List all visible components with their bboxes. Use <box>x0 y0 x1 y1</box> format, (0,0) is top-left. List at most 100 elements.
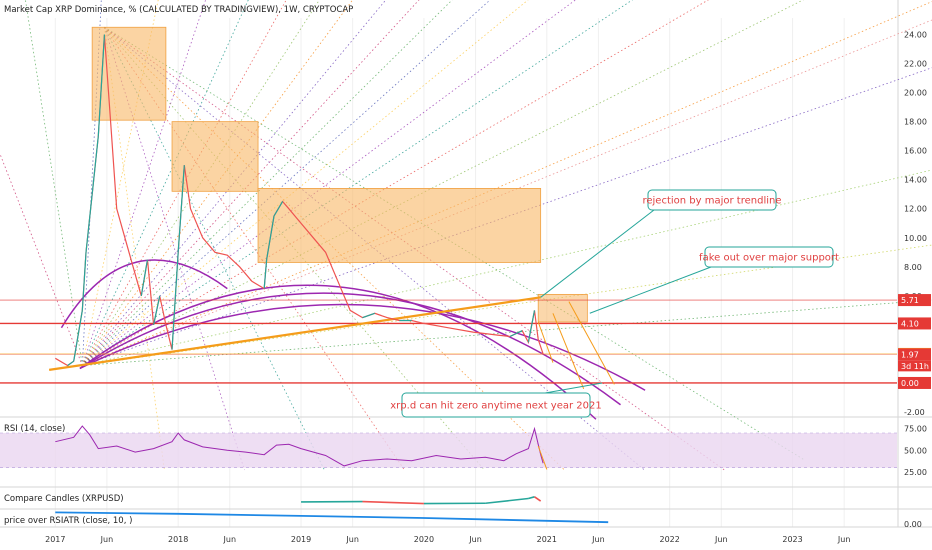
fan-line <box>104 26 805 461</box>
time-tick-label: Jun <box>468 535 482 544</box>
price-tick-label: 10.00 <box>904 234 927 243</box>
fan-line <box>82 169 932 366</box>
price-tick-label: 20.00 <box>904 89 927 98</box>
gann-box <box>171 121 259 192</box>
price-level-tag-label: 5.71 <box>901 296 919 305</box>
arc <box>60 259 228 329</box>
time-tick-label: Jun <box>223 535 237 544</box>
fan-line <box>82 0 709 366</box>
gann-box <box>537 293 588 323</box>
fan-line <box>82 19 932 366</box>
arc <box>79 303 646 391</box>
time-tick-label: 2018 <box>168 535 188 544</box>
price-tick-label: 8.00 <box>904 263 922 272</box>
price-segment-up <box>67 360 75 367</box>
callout-fakeout-pointer <box>589 266 712 314</box>
callout-fakeout-box <box>704 246 834 268</box>
arc <box>79 284 597 420</box>
time-tick-label: 2019 <box>291 535 311 544</box>
rsi-tick-label: 75.00 <box>904 425 927 434</box>
price-segment-up <box>171 252 179 350</box>
compare-pane: Compare Candles (XRPUSD) <box>4 494 542 505</box>
time-axis[interactable]: 2017 Jun 2018 Jun 2019 Jun 2020 Jun 2021 Jun 2022 J… <box>45 535 850 544</box>
fan-line <box>81 0 249 366</box>
ratio-title: price over RSIATR (close, 10, ) <box>4 516 132 526</box>
rsi-title: RSI (14, close) <box>4 424 65 434</box>
price-level-tag <box>898 294 931 307</box>
fan-line <box>82 244 932 366</box>
time-tick-label: 2023 <box>782 535 802 544</box>
projection-arrow <box>537 321 554 363</box>
time-tick-label: Jun <box>100 535 114 544</box>
arcs <box>60 259 646 420</box>
price-axis[interactable]: 24.00 22.00 20.00 18.00 16.00 14.00 12.00 10.00… <box>898 31 931 417</box>
time-tick-label: 2020 <box>414 535 434 544</box>
fan-line <box>82 0 453 366</box>
major-trendline <box>48 296 541 371</box>
price-segment-up <box>273 201 284 217</box>
price-segment-up <box>362 312 375 319</box>
fan-line <box>104 26 485 471</box>
time-tick-label: 2022 <box>659 535 679 544</box>
price-level-tag-label: 1.97 <box>901 350 919 359</box>
price-level-tag <box>898 376 931 389</box>
compare-title: Compare Candles (XRPUSD) <box>4 494 124 504</box>
callout-rejection-text: rejection by major trendline <box>642 196 781 207</box>
price-segment-up <box>266 215 275 260</box>
rsi-line <box>55 425 544 467</box>
price-tick-label: 12.00 <box>904 205 927 214</box>
price-segment-up <box>177 165 185 253</box>
price-segment-up <box>81 252 87 311</box>
projection-arrow <box>552 313 585 389</box>
price-tick-label: 22.00 <box>904 60 927 69</box>
time-tick-label: 2017 <box>45 535 65 544</box>
compare-segment <box>534 496 542 502</box>
fan-line <box>104 27 165 471</box>
fan-line <box>82 0 420 366</box>
callout-rejection-box <box>647 189 777 211</box>
gann-box <box>91 26 167 121</box>
callout-fakeout-text: fake out over major support <box>699 253 839 264</box>
price-level-tag-label: 4.10 <box>901 319 919 328</box>
fan-line <box>82 0 633 366</box>
price-tick-label: 24.00 <box>904 31 927 40</box>
compare-segment <box>362 500 424 505</box>
ratio-line <box>55 511 609 524</box>
price-tick-label: 18.00 <box>904 118 927 127</box>
fan-line <box>0 152 83 366</box>
price-tick-label: 16.00 <box>904 147 927 156</box>
compare-segment <box>485 497 529 505</box>
horizontal-levels <box>0 299 897 384</box>
time-tick-label: Jun <box>714 535 728 544</box>
price-segment-up <box>153 295 161 326</box>
time-tick-label: Jun <box>345 535 359 544</box>
fan-line <box>82 0 491 366</box>
ratio-tick-label: 0.00 <box>904 520 922 529</box>
trendlines <box>48 296 615 389</box>
price-segment-up <box>91 136 99 195</box>
price-segment-up <box>509 330 523 338</box>
time-tick-label: Jun <box>837 535 851 544</box>
chart-title: Market Cap XRP Dominance, % (CALCULATED … <box>4 5 353 15</box>
price-segment-up <box>140 259 149 296</box>
price-segment-up <box>263 259 268 289</box>
fan-line <box>81 0 102 366</box>
rsi-arrow <box>537 445 548 470</box>
rsi-pane: RSI (14, close) 75.00 50.00 25.00 <box>0 424 927 477</box>
rsi-tick-label: 25.00 <box>904 468 927 477</box>
price-line <box>54 34 544 367</box>
rsi-band <box>0 433 897 468</box>
countdown-label: 3d 11h <box>901 362 929 371</box>
arc <box>79 292 621 406</box>
callout-zero-box <box>401 392 591 418</box>
rsi-tick-label: 50.00 <box>904 446 927 455</box>
price-level-tag-label: 0.00 <box>901 379 919 388</box>
projection-arrow <box>568 301 615 385</box>
price-segment-up <box>97 34 106 137</box>
fan-line <box>25 0 83 366</box>
ratio-pane: price over RSIATR (close, 10, ) 0.00 <box>4 511 922 529</box>
compare-segment <box>528 496 535 500</box>
time-tick-label: 2021 <box>537 535 557 544</box>
countdown-tag <box>898 360 931 372</box>
